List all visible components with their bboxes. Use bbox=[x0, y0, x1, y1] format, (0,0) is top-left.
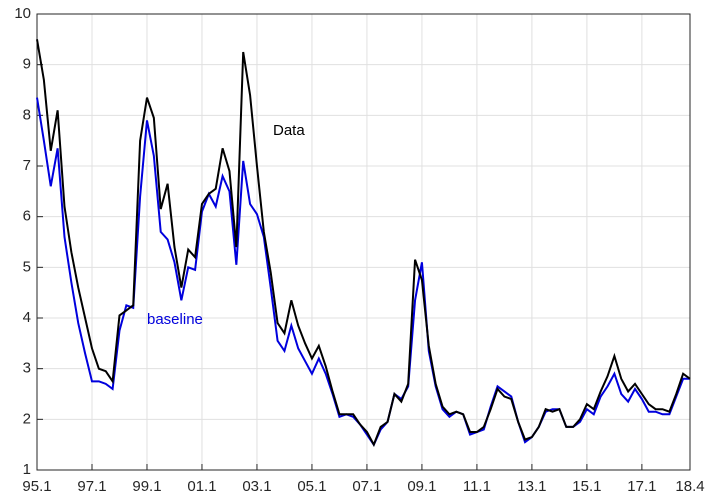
y-tick-label: 7 bbox=[23, 157, 31, 174]
y-tick-label: 5 bbox=[23, 258, 31, 275]
y-tick-label: 6 bbox=[23, 208, 31, 225]
series-label: baseline bbox=[147, 311, 203, 328]
x-tick-label: 11.1 bbox=[463, 478, 491, 495]
x-tick-label: 13.1 bbox=[517, 478, 546, 495]
y-tick-label: 8 bbox=[23, 106, 31, 123]
y-tick-label: 4 bbox=[23, 309, 31, 326]
x-tick-label: 97.1 bbox=[77, 478, 106, 495]
y-tick-label: 1 bbox=[23, 461, 31, 478]
x-tick-label: 99.1 bbox=[132, 478, 161, 495]
y-tick-label: 9 bbox=[23, 56, 31, 73]
x-tick-label: 95.1 bbox=[22, 478, 51, 495]
x-tick-label: 09.1 bbox=[407, 478, 436, 495]
x-tick-label: 03.1 bbox=[242, 478, 271, 495]
x-tick-label: 18.4 bbox=[675, 478, 704, 495]
y-tick-label: 3 bbox=[23, 360, 31, 377]
y-tick-label: 2 bbox=[23, 410, 31, 427]
x-tick-label: 07.1 bbox=[352, 478, 381, 495]
y-tick-label: 10 bbox=[14, 5, 31, 22]
plot-frame bbox=[36, 13, 691, 471]
x-tick-label: 01.1 bbox=[187, 478, 216, 495]
series-label: Data bbox=[273, 122, 305, 139]
x-tick-label: 05.1 bbox=[297, 478, 326, 495]
x-tick-label: 15.1 bbox=[572, 478, 601, 495]
x-tick-label: 17.1 bbox=[627, 478, 656, 495]
series-line bbox=[36, 39, 691, 448]
